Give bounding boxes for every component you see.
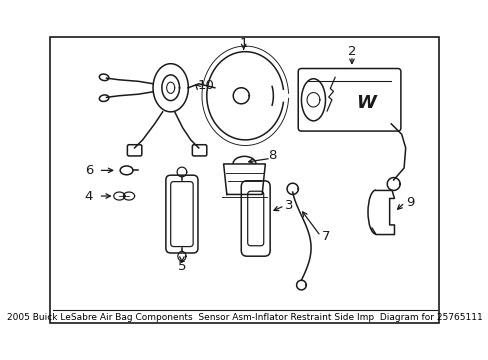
Text: 2005 Buick LeSabre Air Bag Components  Sensor Asm-Inflator Restraint Side Imp  D: 2005 Buick LeSabre Air Bag Components Se… <box>7 312 481 321</box>
Text: W: W <box>355 94 375 112</box>
Text: 8: 8 <box>268 149 276 162</box>
Text: 9: 9 <box>405 196 413 209</box>
Text: 3: 3 <box>285 199 293 212</box>
Text: 5: 5 <box>177 260 186 273</box>
Text: 4: 4 <box>84 190 93 203</box>
Text: 6: 6 <box>84 164 93 177</box>
Text: 1: 1 <box>239 37 247 50</box>
Text: 10: 10 <box>197 79 214 92</box>
Text: 2: 2 <box>347 45 355 58</box>
Text: 7: 7 <box>321 230 329 243</box>
